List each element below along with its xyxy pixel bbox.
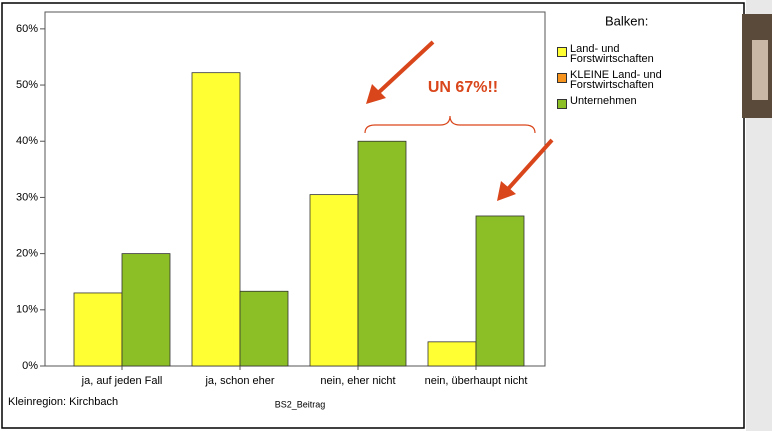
legend-title: Balken:	[605, 13, 648, 28]
legend-swatch	[557, 99, 567, 109]
brace	[364, 115, 536, 134]
y-tick-label: 50%	[16, 79, 38, 91]
bar	[73, 292, 123, 367]
bar	[427, 341, 477, 367]
y-tick-label: 30%	[16, 191, 38, 203]
legend-swatch	[557, 47, 567, 57]
y-tick-label: 60%	[16, 23, 38, 35]
x-tick-label: ja, auf jeden Fall	[81, 375, 163, 387]
bar	[239, 290, 289, 367]
legend-label: Unternehmen	[570, 95, 637, 107]
y-tick-label: 0%	[22, 360, 38, 372]
footnote: Kleinregion: Kirchbach	[8, 396, 118, 408]
bar	[191, 72, 241, 367]
legend-swatch	[557, 73, 567, 83]
y-tick-label: 40%	[16, 135, 38, 147]
y-tick-label: 10%	[16, 304, 38, 316]
x-tick-label: nein, überhaupt nicht	[425, 375, 528, 387]
x-tick-label: nein, eher nicht	[320, 375, 395, 387]
bar	[357, 140, 407, 367]
legend-label: KLEINE Land- und Forstwirtschaften	[570, 69, 662, 91]
photo-detail	[752, 40, 768, 100]
annotation: UN 67%!!	[428, 79, 498, 96]
x-tick-label: ja, schon eher	[204, 375, 274, 387]
x-axis-label: BS2_Beitrag	[275, 399, 326, 409]
legend-label: Land- und Forstwirtschaften	[570, 43, 654, 65]
frame	[1, 2, 745, 429]
y-tick-label: 20%	[16, 248, 38, 260]
bar	[121, 253, 171, 367]
bar	[475, 215, 525, 367]
arrows	[366, 40, 554, 201]
bar	[309, 194, 359, 367]
plot-area	[44, 11, 546, 367]
